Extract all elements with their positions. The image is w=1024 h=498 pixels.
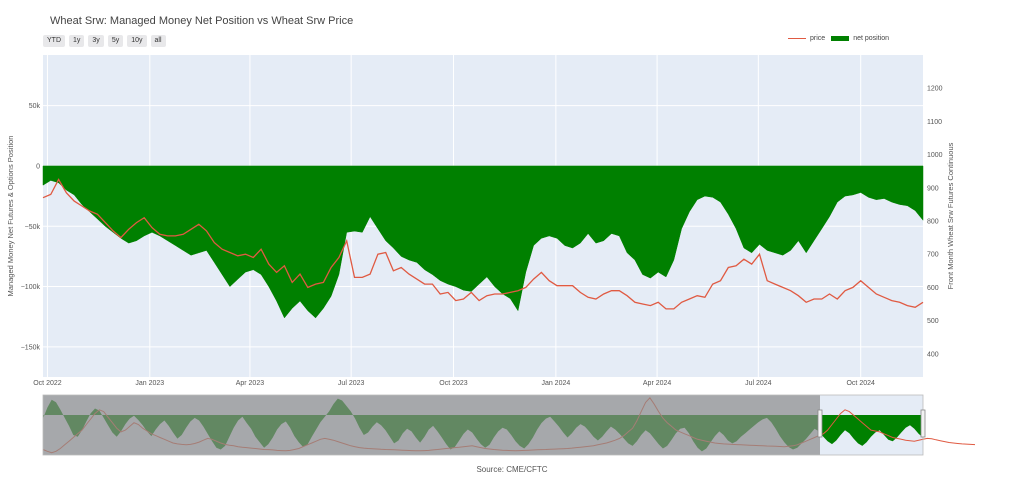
legend-item-net-position[interactable]: net position bbox=[831, 35, 889, 42]
y2-tick-label: 1200 bbox=[927, 86, 943, 93]
x-tick-label: Oct 2024 bbox=[846, 380, 875, 387]
y2-tick-label: 400 bbox=[927, 351, 939, 358]
range-button-3y[interactable]: 3y bbox=[88, 35, 104, 47]
x-tick-label: Jul 2024 bbox=[745, 380, 772, 387]
x-tick-label: Jan 2023 bbox=[135, 380, 164, 387]
navigator-unselected-mask bbox=[43, 395, 820, 455]
navigator-left-handle[interactable] bbox=[817, 409, 823, 438]
y2-tick-label: 900 bbox=[927, 185, 939, 192]
range-selector: YTD 1y 3y 5y 10y all bbox=[43, 35, 166, 47]
range-button-5y[interactable]: 5y bbox=[107, 35, 124, 47]
x-tick-label: Apr 2024 bbox=[643, 380, 672, 387]
y-tick-label: −100k bbox=[21, 284, 41, 291]
range-button-1y[interactable]: 1y bbox=[69, 35, 85, 47]
y2-tick-label: 700 bbox=[927, 252, 939, 259]
y-tick-label: 0 bbox=[36, 163, 40, 170]
x-tick-label: Apr 2023 bbox=[236, 380, 265, 387]
y2-tick-label: 600 bbox=[927, 285, 939, 292]
source-note: Source: CME/CFTC bbox=[476, 465, 548, 474]
y-tick-label: −50k bbox=[25, 224, 41, 231]
legend-label-net-position: net position bbox=[853, 35, 889, 42]
x-tick-label: Jul 2023 bbox=[338, 380, 365, 387]
y-axis-title: Managed Money Net Futures & Options Posi… bbox=[6, 136, 15, 297]
y2-tick-label: 500 bbox=[927, 318, 939, 325]
range-button-10y[interactable]: 10y bbox=[127, 35, 147, 47]
y2-tick-label: 1000 bbox=[927, 152, 943, 159]
x-tick-label: Oct 2022 bbox=[33, 380, 62, 387]
range-button-all[interactable]: all bbox=[150, 35, 166, 47]
series-net-position-area bbox=[42, 165, 924, 319]
legend-item-price[interactable]: price bbox=[788, 35, 825, 42]
legend-swatch-net-position bbox=[831, 36, 850, 41]
legend-swatch-price bbox=[788, 38, 806, 39]
x-tick-label: Jan 2024 bbox=[541, 380, 570, 387]
range-button-ytd[interactable]: YTD bbox=[43, 35, 65, 47]
y-tick-label: −150k bbox=[21, 344, 41, 351]
y2-tick-label: 1100 bbox=[927, 119, 942, 126]
y2-axis-title: Front Month Wheat Srw Futures Continuous bbox=[946, 142, 955, 289]
series-price-line bbox=[42, 178, 924, 310]
chart-title: Wheat Srw: Managed Money Net Position vs… bbox=[50, 15, 354, 27]
navigator-right-handle[interactable] bbox=[920, 409, 926, 438]
y-tick-label: 50k bbox=[29, 103, 41, 110]
legend: price net position bbox=[788, 35, 889, 42]
y2-tick-label: 800 bbox=[927, 218, 939, 225]
x-tick-label: Oct 2023 bbox=[439, 380, 468, 387]
legend-label-price: price bbox=[810, 35, 826, 42]
